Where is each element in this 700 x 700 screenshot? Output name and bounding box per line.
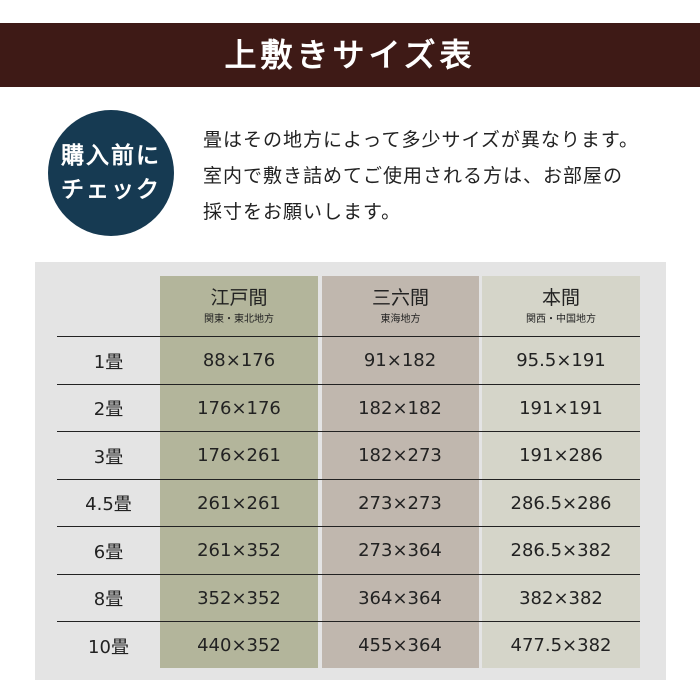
column-sanrokuma <box>322 276 479 668</box>
size-cell: 261×352 <box>197 540 281 562</box>
badge-line1: 購入前に <box>61 143 161 169</box>
page-title: 上敷きサイズ表 <box>0 23 700 87</box>
size-cell: 91×182 <box>363 350 437 372</box>
size-cell: 364×364 <box>358 587 442 609</box>
column-name: 江戸間 <box>210 287 268 309</box>
intro-line: 採寸をお願いします。 <box>203 201 402 223</box>
column-name: 本間 <box>541 287 580 309</box>
table-row: 6畳 261×352 273×364 286.5×382 <box>57 526 640 575</box>
row-label: 1畳 <box>93 351 124 373</box>
intro-line: 室内で敷き詰めてご使用される方は、お部屋の <box>203 165 624 187</box>
size-cell: 352×352 <box>197 587 281 609</box>
table-row: 10畳 440×352 455×364 477.5×382 <box>57 621 640 670</box>
column-header: 三六間 東海地方 <box>322 284 479 328</box>
row-label: 3畳 <box>93 446 124 468</box>
size-cell: 182×273 <box>358 445 442 467</box>
column-region: 関東・東北地方 <box>204 314 274 325</box>
table-row: 2畳 176×176 182×182 191×191 <box>57 383 640 433</box>
column-name: 三六間 <box>371 287 429 309</box>
size-cell: 455×364 <box>358 635 442 657</box>
check-before-purchase-badge: 購入前に チェック <box>48 110 174 236</box>
size-cell: 176×176 <box>197 397 281 419</box>
row-label: 2畳 <box>93 399 124 421</box>
row-label: 4.5畳 <box>85 494 132 516</box>
size-cell: 273×273 <box>358 492 442 514</box>
row-label: 10畳 <box>88 636 129 658</box>
column-header: 本間 関西・中国地方 <box>482 284 640 328</box>
column-edoma <box>160 276 318 668</box>
size-cell: 286.5×286 <box>510 492 612 514</box>
size-cell: 191×286 <box>519 445 603 467</box>
intro-line: 畳はその地方によって多少サイズが異なります。 <box>203 129 640 151</box>
size-cell: 382×382 <box>519 587 603 609</box>
size-cell: 88×176 <box>202 350 276 372</box>
table-row: 3畳 176×261 182×273 191×286 <box>57 431 640 480</box>
size-cell: 440×352 <box>197 635 281 657</box>
size-cell: 95.5×191 <box>516 350 606 372</box>
table-row: 8畳 352×352 364×364 382×382 <box>57 573 640 623</box>
column-header: 江戸間関東・東北地方 <box>160 284 318 328</box>
size-cell: 191×191 <box>519 397 603 419</box>
column-region: 東海地方 <box>380 314 421 325</box>
size-cell: 261×261 <box>197 492 281 514</box>
row-label: 8畳 <box>93 589 124 611</box>
size-cell: 176×261 <box>197 445 281 467</box>
table-row: 1畳 88×176 91×182 95.5×191 <box>57 336 640 385</box>
intro-text: 畳はその地方によって多少サイズが異なります。 室内で敷き詰めてご使用される方は、… <box>203 122 639 230</box>
badge-line2: チェック <box>61 177 161 203</box>
table-row: 4.5畳 261×261 273×273 286.5×286 <box>57 478 640 528</box>
column-region: 関西・中国地方 <box>526 314 596 325</box>
size-cell: 477.5×382 <box>510 635 612 657</box>
row-label: 6畳 <box>93 541 124 563</box>
size-cell: 286.5×382 <box>510 540 612 562</box>
size-cell: 182×182 <box>358 397 442 419</box>
column-honma <box>482 276 640 668</box>
size-cell: 273×364 <box>358 540 442 562</box>
